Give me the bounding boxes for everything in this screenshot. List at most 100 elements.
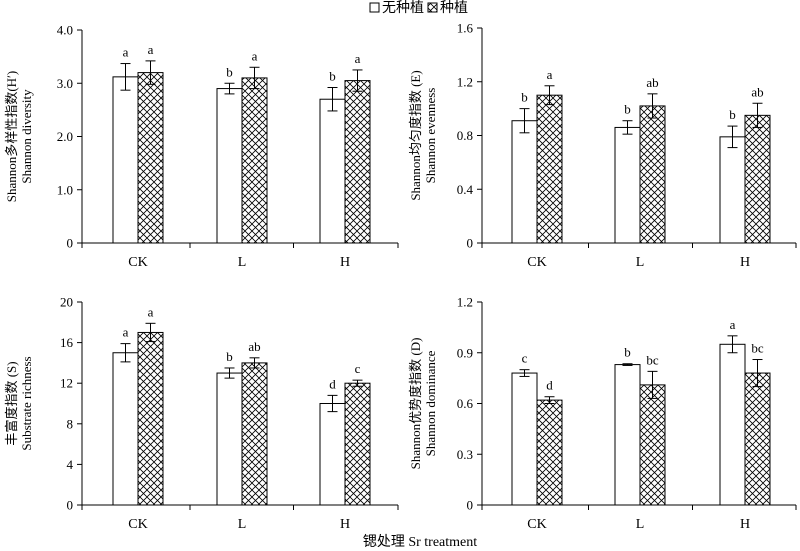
y-tick-label: 3.0 bbox=[57, 76, 73, 91]
y-axis-title-line1: Shannon多样性指数(H′) bbox=[4, 71, 19, 202]
significance-label: ab bbox=[751, 84, 763, 99]
panel-shannon-diversity: 0 1.0 2.0 3.0 4.0 CK L Ha b b a a a Shannon多样性指数(H′) S… bbox=[4, 23, 399, 270]
y-tick-label: 2.0 bbox=[57, 129, 73, 144]
y-tick-label: 0.3 bbox=[457, 447, 473, 462]
significance-label: bc bbox=[751, 341, 764, 356]
significance-label: a bbox=[252, 48, 258, 63]
bar-planted bbox=[536, 94, 563, 244]
category-label: CK bbox=[527, 517, 546, 532]
bar-unplanted bbox=[216, 88, 243, 244]
y-tick-label: 12 bbox=[60, 376, 73, 391]
significance-label: d bbox=[546, 378, 553, 393]
bar-planted bbox=[344, 80, 371, 244]
y-tick-label: 1.2 bbox=[457, 74, 473, 89]
significance-label: a bbox=[148, 42, 154, 57]
significance-label: a bbox=[148, 304, 154, 319]
significance-label: b bbox=[521, 90, 528, 105]
bar-unplanted bbox=[319, 98, 346, 244]
significance-label: b bbox=[226, 349, 233, 364]
category-label: H bbox=[740, 517, 750, 532]
bar-planted bbox=[241, 362, 268, 506]
legend-label-unplanted: 无种植 bbox=[382, 0, 424, 16]
y-tick-label: 0 bbox=[467, 236, 474, 251]
bar-planted bbox=[744, 114, 771, 244]
y-tick-label: 20 bbox=[60, 295, 73, 310]
y-tick-label: 1.0 bbox=[57, 182, 73, 197]
bar-planted bbox=[137, 331, 164, 506]
bar-planted bbox=[344, 382, 371, 506]
y-tick-label: 0.8 bbox=[457, 128, 473, 143]
category-label: CK bbox=[128, 255, 147, 270]
y-tick-label: 0 bbox=[67, 236, 74, 251]
bar-unplanted bbox=[511, 372, 538, 506]
significance-label: bc bbox=[646, 352, 659, 367]
bar-unplanted bbox=[112, 352, 139, 506]
y-tick-label: 4 bbox=[67, 457, 74, 472]
y-axis-title-line1: Shannon优势度指数 (D) bbox=[408, 338, 423, 470]
significance-label: b bbox=[624, 102, 631, 117]
significance-label: a bbox=[123, 325, 129, 340]
y-axis-title-line2: Substrate richness bbox=[19, 356, 34, 450]
bar-planted bbox=[639, 384, 666, 506]
category-label: H bbox=[740, 255, 750, 270]
bar-unplanted bbox=[511, 120, 538, 244]
bar-unplanted bbox=[319, 403, 346, 506]
y-tick-label: 16 bbox=[60, 335, 74, 350]
significance-label: ab bbox=[646, 75, 658, 90]
y-tick-label: 0.9 bbox=[457, 345, 473, 360]
significance-label: c bbox=[355, 361, 361, 376]
bar-unplanted bbox=[719, 136, 746, 244]
legend: 无种植 种植 bbox=[369, 0, 468, 16]
y-axis-title-line2: Shannon diversity bbox=[19, 89, 34, 184]
y-tick-label: 1.6 bbox=[457, 21, 474, 36]
category-label: H bbox=[340, 255, 350, 270]
significance-label: b bbox=[226, 64, 233, 79]
significance-label: b bbox=[624, 345, 631, 360]
bar-unplanted bbox=[614, 364, 641, 506]
bar-unplanted bbox=[719, 343, 746, 506]
category-label: L bbox=[636, 517, 645, 532]
significance-label: c bbox=[522, 351, 528, 366]
significance-label: a bbox=[547, 67, 553, 82]
bar-unplanted bbox=[216, 372, 243, 506]
legend-label-planted: 种植 bbox=[440, 0, 468, 16]
y-axis-title-line2: Shannon evenness bbox=[423, 88, 438, 184]
significance-label: a bbox=[355, 51, 361, 66]
y-tick-label: 0.6 bbox=[457, 396, 474, 411]
category-label: L bbox=[636, 255, 645, 270]
y-tick-label: 8 bbox=[67, 416, 74, 431]
bar-planted bbox=[137, 72, 164, 244]
bar-planted bbox=[744, 372, 771, 506]
y-tick-label: 1.2 bbox=[457, 295, 473, 310]
bar-unplanted bbox=[614, 126, 641, 244]
panel-shannon-evenness: 0 0.4 0.8 1.2 1.6 CK L Hb b b a ab ab Shannon均匀度指数 (E… bbox=[408, 21, 797, 270]
significance-label: b bbox=[729, 107, 736, 122]
category-label: L bbox=[238, 255, 247, 270]
significance-label: a bbox=[730, 317, 736, 332]
bar-unplanted bbox=[112, 76, 139, 244]
legend-swatch-unplanted bbox=[369, 2, 380, 13]
y-tick-label: 0.4 bbox=[457, 182, 474, 197]
legend-swatch-planted bbox=[427, 2, 438, 13]
x-axis-title: 锶处理 Sr treatment bbox=[363, 534, 477, 550]
significance-label: b bbox=[329, 69, 336, 84]
bar-planted bbox=[536, 399, 563, 506]
significance-label: ab bbox=[248, 339, 260, 354]
y-axis-title-line1: Shannon均匀度指数 (E) bbox=[408, 70, 423, 200]
y-tick-label: 0 bbox=[467, 498, 474, 513]
significance-label: a bbox=[123, 45, 129, 60]
y-tick-label: 0 bbox=[67, 498, 74, 513]
category-label: CK bbox=[128, 517, 147, 532]
bar-planted bbox=[241, 77, 268, 244]
bar-planted bbox=[639, 105, 666, 244]
y-axis-title-line2: Shannon dominance bbox=[423, 350, 438, 456]
y-axis-title-line1: 丰富度指数 (S) bbox=[4, 361, 19, 445]
category-label: L bbox=[238, 517, 247, 532]
significance-label: d bbox=[329, 376, 336, 391]
category-label: H bbox=[340, 517, 350, 532]
y-tick-label: 4.0 bbox=[57, 23, 73, 38]
category-label: CK bbox=[527, 255, 546, 270]
panel-shannon-dominance: 0 0.3 0.6 0.9 1.2 CK L Hc b a d bc bc Shannon优势度指数 (D… bbox=[408, 295, 797, 532]
